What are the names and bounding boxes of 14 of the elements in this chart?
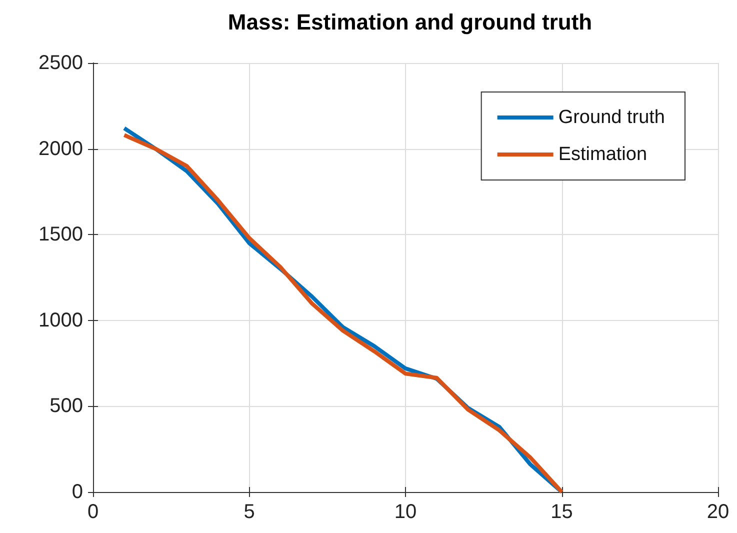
- chart-title: Mass: Estimation and ground truth: [228, 10, 592, 34]
- x-tick-label: 5: [244, 501, 255, 523]
- legend-label: Ground truth: [558, 107, 665, 128]
- y-tick-label: 0: [72, 481, 83, 503]
- y-tick-label: 500: [50, 395, 83, 418]
- x-tick-label: 15: [550, 501, 573, 523]
- x-tick-label: 20: [706, 501, 730, 523]
- y-tick-label: 1500: [38, 224, 83, 246]
- x-tick-label: 0: [87, 501, 99, 523]
- y-tick-label: 2500: [38, 52, 83, 74]
- legend-label: Estimation: [558, 144, 648, 165]
- x-tick-label: 10: [394, 501, 417, 523]
- y-tick-label: 2000: [38, 138, 83, 160]
- y-tick-label: 1000: [38, 309, 83, 332]
